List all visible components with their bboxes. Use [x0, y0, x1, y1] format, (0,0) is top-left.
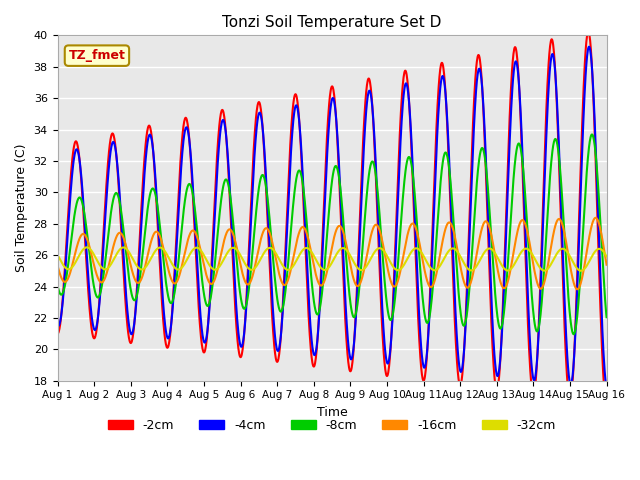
-4cm: [585, 44, 593, 49]
Line: -4cm: -4cm: [58, 47, 607, 387]
-16cm: [538, 286, 545, 291]
Legend: -2cm, -4cm, -8cm, -16cm, -32cm: -2cm, -4cm, -8cm, -16cm, -32cm: [103, 414, 561, 437]
-8cm: [237, 296, 245, 302]
-2cm: [54, 331, 61, 336]
-16cm: [573, 287, 581, 292]
-32cm: [538, 267, 545, 273]
-4cm: [176, 189, 184, 195]
-32cm: [577, 268, 585, 274]
-32cm: [237, 254, 245, 260]
-16cm: [591, 215, 599, 221]
-8cm: [538, 304, 545, 310]
-8cm: [603, 314, 611, 320]
-4cm: [538, 268, 545, 274]
-8cm: [417, 278, 425, 284]
-2cm: [489, 350, 497, 356]
-2cm: [417, 364, 425, 370]
-2cm: [237, 354, 245, 360]
-2cm: [163, 343, 170, 348]
-2cm: [603, 401, 611, 407]
Text: TZ_fmet: TZ_fmet: [68, 49, 125, 62]
-32cm: [418, 250, 426, 255]
Line: -2cm: -2cm: [58, 31, 607, 404]
-4cm: [163, 330, 170, 336]
-16cm: [237, 264, 245, 270]
Line: -16cm: -16cm: [58, 218, 607, 289]
-8cm: [489, 259, 497, 265]
-32cm: [490, 248, 497, 253]
-32cm: [163, 251, 170, 257]
-16cm: [417, 249, 425, 255]
-2cm: [176, 172, 184, 178]
-4cm: [237, 344, 245, 349]
-32cm: [176, 266, 184, 272]
Y-axis label: Soil Temperature (C): Soil Temperature (C): [15, 144, 28, 272]
-16cm: [489, 240, 497, 246]
-32cm: [83, 244, 91, 250]
-4cm: [417, 344, 425, 350]
-2cm: [538, 252, 545, 257]
-16cm: [603, 262, 611, 267]
-4cm: [54, 322, 61, 328]
-4cm: [489, 326, 497, 332]
-16cm: [176, 272, 184, 277]
-16cm: [54, 263, 61, 268]
Line: -32cm: -32cm: [58, 247, 607, 271]
Title: Tonzi Soil Temperature Set D: Tonzi Soil Temperature Set D: [222, 15, 442, 30]
-8cm: [588, 132, 596, 137]
-32cm: [603, 253, 611, 259]
Line: -8cm: -8cm: [58, 134, 607, 334]
-32cm: [54, 252, 61, 258]
-8cm: [163, 282, 170, 288]
-4cm: [603, 384, 611, 390]
-8cm: [54, 283, 61, 288]
-16cm: [163, 258, 170, 264]
-8cm: [570, 331, 577, 337]
X-axis label: Time: Time: [317, 406, 348, 419]
-8cm: [176, 247, 184, 252]
-2cm: [584, 28, 592, 34]
